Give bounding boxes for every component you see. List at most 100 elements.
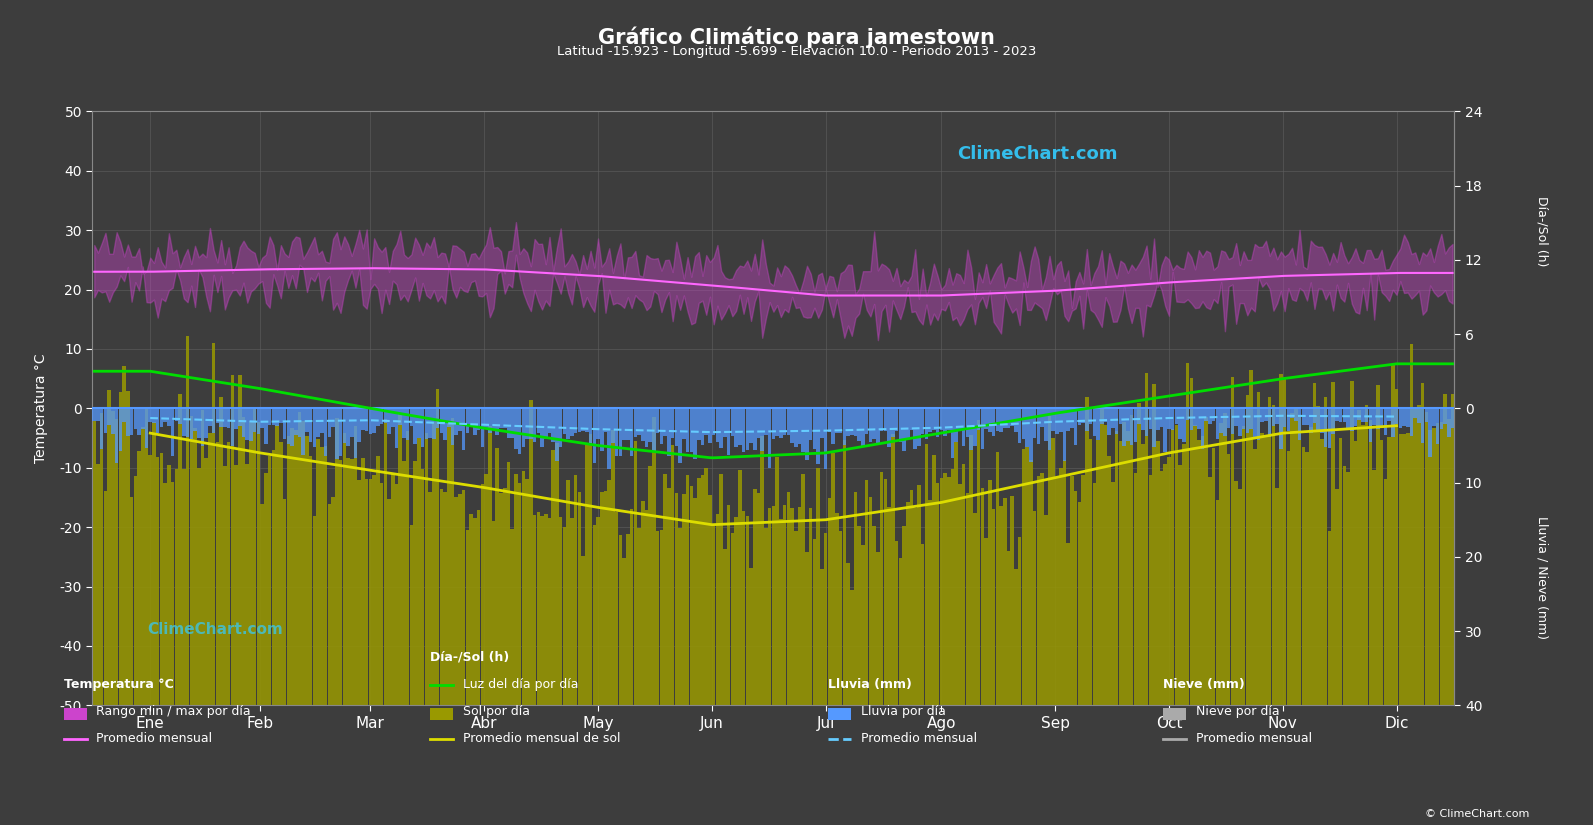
Bar — [578, 408, 581, 432]
Bar — [765, 528, 768, 705]
Bar — [679, 528, 682, 705]
Bar — [674, 493, 679, 705]
Bar — [753, 408, 757, 450]
Bar — [1231, 408, 1235, 434]
Bar — [1088, 408, 1093, 424]
Bar — [107, 390, 112, 705]
Bar — [804, 552, 809, 705]
Bar — [368, 479, 373, 705]
Bar — [1055, 408, 1059, 435]
Bar — [204, 459, 209, 705]
Bar — [436, 408, 440, 428]
Bar — [1279, 408, 1282, 450]
Bar — [376, 456, 379, 705]
Bar — [1059, 408, 1063, 431]
Bar — [1201, 408, 1204, 449]
Bar — [1268, 408, 1271, 437]
Bar — [1018, 537, 1021, 705]
Bar — [462, 408, 465, 450]
Bar — [182, 408, 186, 436]
Bar — [573, 408, 577, 432]
Bar — [1037, 408, 1040, 445]
Bar — [726, 408, 731, 455]
Bar — [895, 541, 898, 705]
Bar — [1101, 408, 1104, 424]
Bar — [465, 408, 470, 432]
Bar — [384, 408, 387, 423]
Bar — [1040, 408, 1043, 427]
Bar — [201, 408, 204, 446]
Bar — [820, 569, 824, 705]
Bar — [1287, 408, 1290, 431]
Bar — [298, 412, 301, 705]
Bar — [112, 408, 115, 434]
Bar — [1327, 408, 1332, 448]
Bar — [1115, 408, 1118, 434]
Text: Día-/Sol (h): Día-/Sol (h) — [430, 650, 510, 663]
Bar — [1077, 408, 1082, 425]
Bar — [1243, 408, 1246, 429]
Bar — [596, 516, 601, 705]
Bar — [317, 408, 320, 437]
Bar — [518, 483, 521, 705]
Bar — [884, 408, 887, 431]
Bar — [1141, 408, 1145, 431]
Bar — [1418, 408, 1421, 422]
Bar — [1051, 438, 1055, 705]
Bar — [1063, 460, 1066, 705]
Bar — [298, 408, 301, 437]
Bar — [768, 508, 771, 705]
Bar — [835, 513, 838, 705]
Bar — [612, 408, 615, 443]
Bar — [690, 486, 693, 705]
Bar — [365, 479, 368, 705]
Bar — [1301, 408, 1305, 425]
Bar — [843, 408, 846, 446]
Text: Lluvia (mm): Lluvia (mm) — [828, 677, 913, 691]
Bar — [487, 408, 492, 433]
Bar — [1294, 408, 1298, 422]
Bar — [290, 428, 293, 705]
Bar — [793, 408, 798, 447]
Bar — [212, 408, 215, 433]
Bar — [156, 457, 159, 705]
Bar — [537, 512, 540, 705]
Bar — [401, 408, 406, 438]
Bar — [373, 408, 376, 433]
Bar — [1093, 483, 1096, 705]
Bar — [354, 426, 357, 705]
Bar — [350, 459, 354, 705]
Bar — [301, 422, 304, 705]
Bar — [104, 408, 107, 433]
Bar — [742, 408, 746, 452]
Bar — [1384, 479, 1388, 705]
Bar — [1316, 406, 1321, 705]
Bar — [1179, 465, 1182, 705]
Bar — [487, 426, 492, 705]
Bar — [921, 544, 924, 705]
Bar — [656, 531, 660, 705]
Bar — [798, 507, 801, 705]
Text: Luz del día por día: Luz del día por día — [459, 677, 578, 691]
Bar — [1376, 408, 1380, 429]
Bar — [1088, 439, 1093, 705]
Bar — [918, 408, 921, 446]
Bar — [279, 442, 282, 705]
Bar — [459, 494, 462, 705]
Bar — [1082, 408, 1085, 422]
Bar — [782, 505, 787, 705]
Bar — [1157, 441, 1160, 705]
Bar — [220, 408, 223, 427]
Bar — [448, 408, 451, 427]
Bar — [92, 421, 96, 705]
Bar — [581, 556, 585, 705]
Bar — [1321, 408, 1324, 433]
Bar — [1349, 380, 1354, 705]
Bar — [1246, 394, 1249, 705]
Bar — [1029, 460, 1032, 705]
Bar — [902, 408, 906, 450]
Bar — [242, 417, 245, 705]
Bar — [398, 408, 401, 425]
Bar — [1376, 385, 1380, 705]
Bar — [253, 408, 256, 432]
